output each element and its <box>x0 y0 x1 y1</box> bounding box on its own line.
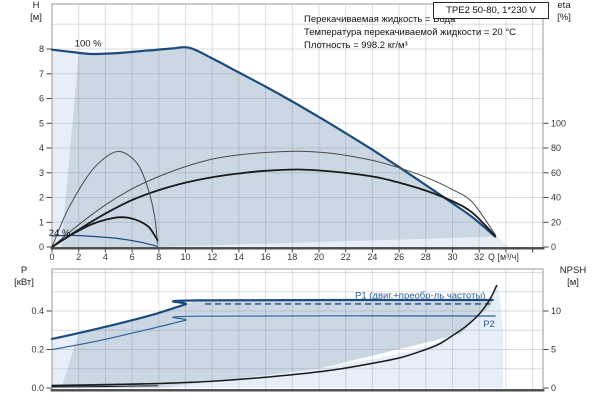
head-curve-100pct <box>50 46 497 238</box>
pump-model-box: TPE2 50-80, 1*230 V <box>433 2 549 19</box>
eta-axis-unit: eta [%] <box>557 0 571 23</box>
svg-text:1: 1 <box>39 217 44 227</box>
fluid-info-block: Перекачиваемая жидкость = Вода Температу… <box>304 13 516 52</box>
svg-text:20: 20 <box>314 252 324 262</box>
svg-text:0: 0 <box>551 242 556 252</box>
fluid-temp-line: Температура перекачиваемой жидкости = 20… <box>304 27 516 38</box>
tick-labels: 0.0 0.2 0.4 0 5 10 <box>31 306 561 393</box>
svg-text:8: 8 <box>156 252 161 262</box>
svg-text:6: 6 <box>130 252 135 262</box>
p2-curve-24pct <box>51 385 158 388</box>
svg-text:60: 60 <box>551 168 561 178</box>
gridlines <box>52 4 543 248</box>
p2-curve <box>51 315 496 351</box>
svg-text:3: 3 <box>39 168 44 178</box>
svg-text:100: 100 <box>551 118 566 128</box>
svg-text:4: 4 <box>39 143 44 153</box>
operating-envelope <box>61 47 496 247</box>
svg-text:80: 80 <box>551 143 561 153</box>
svg-text:0.4: 0.4 <box>31 306 44 316</box>
power-npsh-chart: 0.0 0.2 0.4 0 5 10 P1 (двиг.+преобр-ль частоты… <box>31 268 561 393</box>
fluid-type-line: Перекачиваемая жидкость = Вода <box>304 14 456 25</box>
envelope-pale-left <box>52 333 79 388</box>
svg-text:5: 5 <box>39 118 44 128</box>
curve-label: 24 % <box>49 228 71 239</box>
head-axis-unit: H [м] <box>30 0 42 23</box>
curve-label: P2 <box>483 319 495 330</box>
svg-text:7: 7 <box>39 69 44 79</box>
svg-text:2: 2 <box>39 193 44 203</box>
envelope-pale-bottom <box>158 283 504 388</box>
envelope-pale-left <box>52 49 79 248</box>
pump-model-label: TPE2 50-80, 1*230 V <box>446 5 536 16</box>
eff-total-100pct <box>51 168 497 248</box>
svg-text:8: 8 <box>39 44 44 54</box>
q-axis-label: Q [м³/ч] <box>488 252 519 262</box>
svg-text:0: 0 <box>49 252 54 262</box>
eff-total-24pct <box>51 216 159 248</box>
svg-text:2: 2 <box>76 252 81 262</box>
fluid-density-line: Плотность = 998.2 кг/м³ <box>304 40 408 51</box>
svg-text:6: 6 <box>39 94 44 104</box>
curve-label: P1 (двиг.+преобр-ль частоты) <box>355 291 485 302</box>
svg-text:18: 18 <box>287 252 297 262</box>
svg-text:14: 14 <box>234 252 244 262</box>
svg-text:40: 40 <box>551 193 561 203</box>
svg-text:10: 10 <box>180 252 190 262</box>
svg-text:10: 10 <box>551 306 561 316</box>
svg-text:28: 28 <box>421 252 431 262</box>
svg-text:0.2: 0.2 <box>31 345 44 355</box>
svg-text:30: 30 <box>447 252 457 262</box>
eff-pump-24pct <box>51 151 158 248</box>
svg-text:24: 24 <box>367 252 377 262</box>
svg-text:22: 22 <box>341 252 351 262</box>
svg-text:0: 0 <box>39 242 44 252</box>
power-axis-unit: P [кВт] <box>14 265 34 288</box>
npsh-curve <box>51 284 498 387</box>
p1-curve <box>50 298 494 340</box>
npsh-axis-unit: NPSH [м] <box>559 265 587 288</box>
eff-pump-100pct <box>51 150 496 248</box>
svg-text:0: 0 <box>551 383 556 393</box>
svg-text:5: 5 <box>551 345 556 355</box>
svg-text:16: 16 <box>261 252 271 262</box>
svg-text:26: 26 <box>394 252 404 262</box>
curve-label: 100 % <box>75 39 102 50</box>
svg-text:4: 4 <box>103 252 108 262</box>
svg-text:12: 12 <box>207 252 217 262</box>
svg-text:0.0: 0.0 <box>31 383 44 393</box>
svg-text:20: 20 <box>551 217 561 227</box>
operating-envelope <box>61 300 493 388</box>
svg-text:32: 32 <box>474 252 484 262</box>
